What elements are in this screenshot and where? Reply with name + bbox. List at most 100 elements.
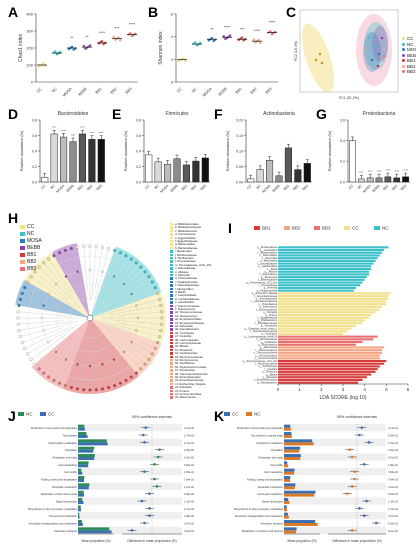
lda-bar-cc xyxy=(278,303,387,306)
bar-bb1 xyxy=(182,164,190,183)
legend-label: NC xyxy=(27,231,35,237)
x-tick-label: BB1 xyxy=(283,184,290,191)
lda-taxon-label: g__Dubosiella xyxy=(262,377,277,379)
x-tick-label: BEBB xyxy=(78,87,88,97)
bar-bb1 xyxy=(384,176,392,183)
cladogram-branch xyxy=(48,334,79,378)
mean-bar-group-a xyxy=(284,454,301,457)
lda-bar-cc xyxy=(278,308,380,311)
cladogram-leaf-node xyxy=(107,385,111,390)
cladogram-branch xyxy=(92,329,109,388)
lda-legend-label-bb2: BB2 xyxy=(292,226,301,231)
cladogram-taxon-label: x: Lactobacillus xyxy=(170,300,194,304)
x-tick-label: BB2 xyxy=(391,184,398,191)
cladogram-inner-node xyxy=(112,275,116,278)
row-band xyxy=(284,512,386,520)
significance-stars: **** xyxy=(368,170,374,174)
x-tick-label: BEBB xyxy=(169,183,179,193)
clade-sector-bb1 xyxy=(64,318,139,394)
actinobacteria-bar-chart: Actinobacteria 0.00 0.05 0.10 0.15 0.20 Relati… xyxy=(226,111,312,194)
x-tick-label: MOSA xyxy=(62,87,73,98)
cladogram-leaf-node xyxy=(156,341,160,345)
row-band xyxy=(284,438,386,446)
cladogram-taxon-label: p: Rikenella xyxy=(170,273,190,277)
y-tick-label: 0.0 xyxy=(136,180,141,184)
data-point-bebb xyxy=(222,34,225,38)
mean-bar-group-b xyxy=(284,486,295,490)
pathway-label: Biosynthesis of other secondary metaboli… xyxy=(28,508,78,511)
data-point-bb2 xyxy=(259,41,262,45)
mean-bar-group-b xyxy=(284,493,315,497)
legend-label: BB2 xyxy=(27,259,37,265)
taxon-swatch xyxy=(170,393,173,396)
lda-taxon-label: g__Alistipes xyxy=(265,270,278,273)
cladogram-branch xyxy=(92,248,109,307)
mean-bar-group-b xyxy=(78,508,81,512)
lda-taxon-label: g__Bifidobacterium xyxy=(257,319,277,322)
lda-taxon-label: f__Enterococcaceae xyxy=(256,308,278,311)
legend-swatch xyxy=(402,70,405,74)
cladogram-leaf-node xyxy=(129,257,133,261)
pcoa-legend-item-cc: CC xyxy=(402,36,414,41)
cladogram-taxon-label: c1: Escherichia_Shigella xyxy=(170,382,205,386)
lda-bar-cc xyxy=(278,327,352,330)
lda-bar-bb1 xyxy=(278,365,380,368)
p-value-label: 2.13e-02 xyxy=(388,427,398,430)
lda-taxon-label: o__Bacteroidales xyxy=(259,254,278,257)
pathway-label: Replication and repair xyxy=(259,456,283,459)
difference-point xyxy=(350,485,354,488)
panel-label-g: G xyxy=(316,106,327,122)
cladogram-inner-node xyxy=(40,316,44,320)
cladogram-branch xyxy=(20,320,79,337)
cladogram-inner-node xyxy=(136,316,140,320)
cladogram-leaf-node xyxy=(153,286,157,290)
row-band xyxy=(78,468,182,476)
lda-legend-swatch-bb1 xyxy=(254,226,260,230)
cladogram-branch xyxy=(91,246,97,299)
difference-point xyxy=(358,433,361,437)
mean-bar-group-a xyxy=(284,468,295,472)
cladogram-leaf-node xyxy=(124,254,128,258)
bar-bebb xyxy=(173,158,181,183)
mean-bar-group-a xyxy=(284,432,292,435)
lda-taxon-label: g__Akkermansia xyxy=(260,346,278,349)
pcoa-legend-item-nc: NC xyxy=(402,42,414,47)
difference-point xyxy=(348,448,352,451)
data-point-cc xyxy=(184,59,187,62)
cladogram-taxon-label: a3: Erysipelotrichaceae xyxy=(170,321,204,325)
cladogram-leaf-node xyxy=(157,297,162,301)
cladogram-leaf-node xyxy=(18,335,23,339)
cladogram-branch xyxy=(53,255,85,308)
cladogram-branch xyxy=(101,252,121,293)
bar-cc xyxy=(145,154,153,183)
cladogram-branch xyxy=(18,311,71,317)
mean-bar-group-b xyxy=(78,457,95,460)
x-tick-label: 5 xyxy=(385,387,388,392)
mean-bar-group-a xyxy=(78,512,80,516)
cladogram-branch xyxy=(115,329,156,349)
bar-nc xyxy=(256,169,264,183)
data-point-bebb xyxy=(89,44,92,47)
y-axis-label: Relative abundance (%) xyxy=(124,130,128,171)
lda-bar-bb3 xyxy=(278,335,378,338)
cladogram-branch xyxy=(65,250,81,292)
lda-bar-cc xyxy=(278,292,391,295)
chart-title: Proteobacteria xyxy=(363,111,396,117)
mean-bar-group-b xyxy=(284,530,296,534)
lda-taxon-label: g__Enterococcus xyxy=(259,306,278,309)
cladogram-inner-node xyxy=(64,358,68,361)
lda-taxon-label: g__Ruminococcaceae_UCG_014 xyxy=(243,361,278,363)
taxon-swatch xyxy=(170,318,173,321)
lda-bar-bb1 xyxy=(278,373,372,376)
mean-bar-group-b xyxy=(284,435,292,438)
bar-bb1 xyxy=(284,147,292,183)
taxon-name: b9: Enterobacterales xyxy=(175,375,201,379)
difference-point xyxy=(143,521,146,525)
taxon-name: a7: Clostridia xyxy=(175,334,192,339)
difference-point xyxy=(375,521,378,525)
difference-point xyxy=(153,477,156,481)
taxon-name: a4: Dubosiella xyxy=(175,324,193,328)
x-tick-label: MOSA xyxy=(159,183,169,193)
bar-bb3 xyxy=(303,163,311,183)
cladogram-taxon-label: b1: Roseburia xyxy=(170,348,192,352)
